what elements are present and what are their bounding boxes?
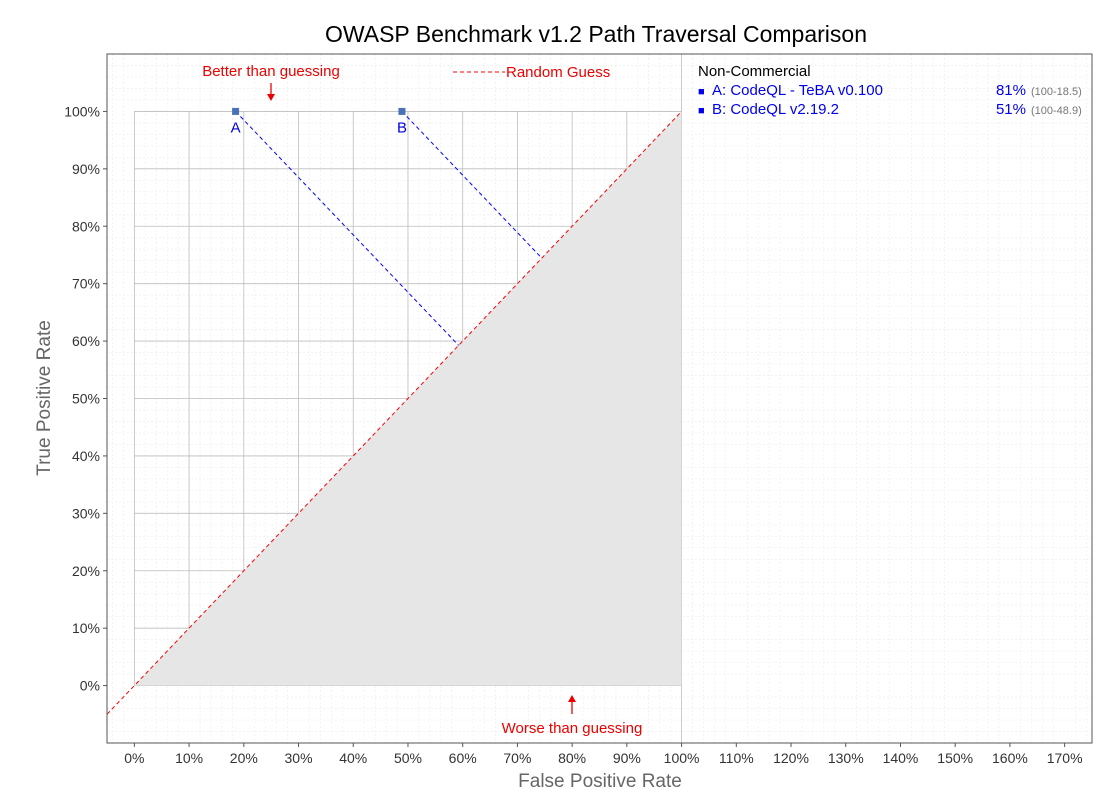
random-guess-key: Random Guess — [453, 64, 610, 81]
y-tick-label: 90% — [72, 161, 100, 177]
better-annotation: Better than guessing — [202, 63, 340, 101]
x-tick-label: 50% — [394, 750, 422, 766]
x-tick-label: 110% — [719, 750, 754, 766]
x-tick-label: 130% — [828, 750, 864, 766]
x-tick-label: 80% — [558, 750, 586, 766]
legend-item-b: ■ B: CodeQL v2.19.2 51% (100-48.9) — [698, 101, 1082, 118]
x-tick-label: 120% — [773, 750, 809, 766]
y-tick-label: 100% — [64, 103, 100, 119]
x-tick-label: 150% — [937, 750, 973, 766]
projection-lines — [235, 111, 543, 346]
worse-than-guessing-label: Worse than guessing — [502, 720, 643, 737]
x-tick-label: 100% — [664, 750, 700, 766]
chart-title: OWASP Benchmark v1.2 Path Traversal Comp… — [325, 21, 867, 47]
legend-score-a: 81% — [996, 82, 1026, 99]
y-tick-label: 40% — [72, 448, 100, 464]
y-tick-label: 60% — [72, 333, 100, 349]
legend-detail-a: (100-18.5) — [1031, 86, 1082, 98]
x-tick-label: 170% — [1047, 750, 1083, 766]
legend-text-b: B: CodeQL v2.19.2 — [712, 101, 839, 118]
legend-score-b: 51% — [996, 101, 1026, 118]
y-tick-label: 30% — [72, 505, 100, 521]
x-tick-label: 60% — [449, 750, 477, 766]
legend-text-a: A: CodeQL - TeBA v0.100 — [712, 82, 883, 99]
x-tick-label: 40% — [339, 750, 367, 766]
y-tick-label: 0% — [80, 678, 100, 694]
y-tick-label: 50% — [72, 391, 100, 407]
y-tick-label: 20% — [72, 563, 100, 579]
x-tick-label: 70% — [503, 750, 531, 766]
point-a — [232, 107, 240, 115]
x-tick-label: 140% — [883, 750, 919, 766]
y-tick-label: 10% — [72, 620, 100, 636]
legend-detail-b: (100-48.9) — [1031, 105, 1082, 117]
point-label-a: A — [231, 119, 241, 136]
random-guess-diagonal — [106, 111, 682, 715]
legend-marker-b: ■ — [698, 105, 705, 117]
x-tick-label: 90% — [613, 750, 641, 766]
x-axis-title: False Positive Rate — [518, 771, 682, 792]
legend-heading: Non-Commercial — [698, 63, 811, 80]
y-tick-label: 70% — [72, 276, 100, 292]
x-tick-label: 0% — [124, 750, 144, 766]
worse-annotation: Worse than guessing — [502, 695, 643, 737]
projection-line-b — [401, 111, 543, 259]
random-guess-line — [106, 111, 682, 715]
random-guess-key-label: Random Guess — [506, 64, 610, 81]
projection-line-a — [235, 111, 459, 346]
x-tick-label: 20% — [230, 750, 258, 766]
better-than-guessing-label: Better than guessing — [202, 63, 340, 80]
x-tick-label: 30% — [285, 750, 313, 766]
legend-item-a: ■ A: CodeQL - TeBA v0.100 81% (100-18.5) — [698, 82, 1082, 99]
x-tick-labels: 0% 10% 20% 30% 40% 50% 60% 70% 80% 90% 100% 110% 120… — [124, 743, 1083, 766]
x-tick-label: 160% — [992, 750, 1028, 766]
y-tick-label: 80% — [72, 218, 100, 234]
point-label-b: B — [397, 119, 407, 136]
point-b — [398, 107, 406, 115]
legend: Non-Commercial ■ A: CodeQL - TeBA v0.100… — [698, 63, 1082, 118]
legend-marker-a: ■ — [698, 86, 705, 98]
x-tick-label: 10% — [175, 750, 203, 766]
y-axis-title: True Positive Rate — [34, 320, 55, 476]
worse-arrow-head — [568, 695, 576, 702]
y-tick-labels: 0% 10% 20% 30% 40% 50% 60% 70% 80% 90% 100% — [64, 103, 107, 694]
better-arrow-head — [267, 94, 275, 101]
